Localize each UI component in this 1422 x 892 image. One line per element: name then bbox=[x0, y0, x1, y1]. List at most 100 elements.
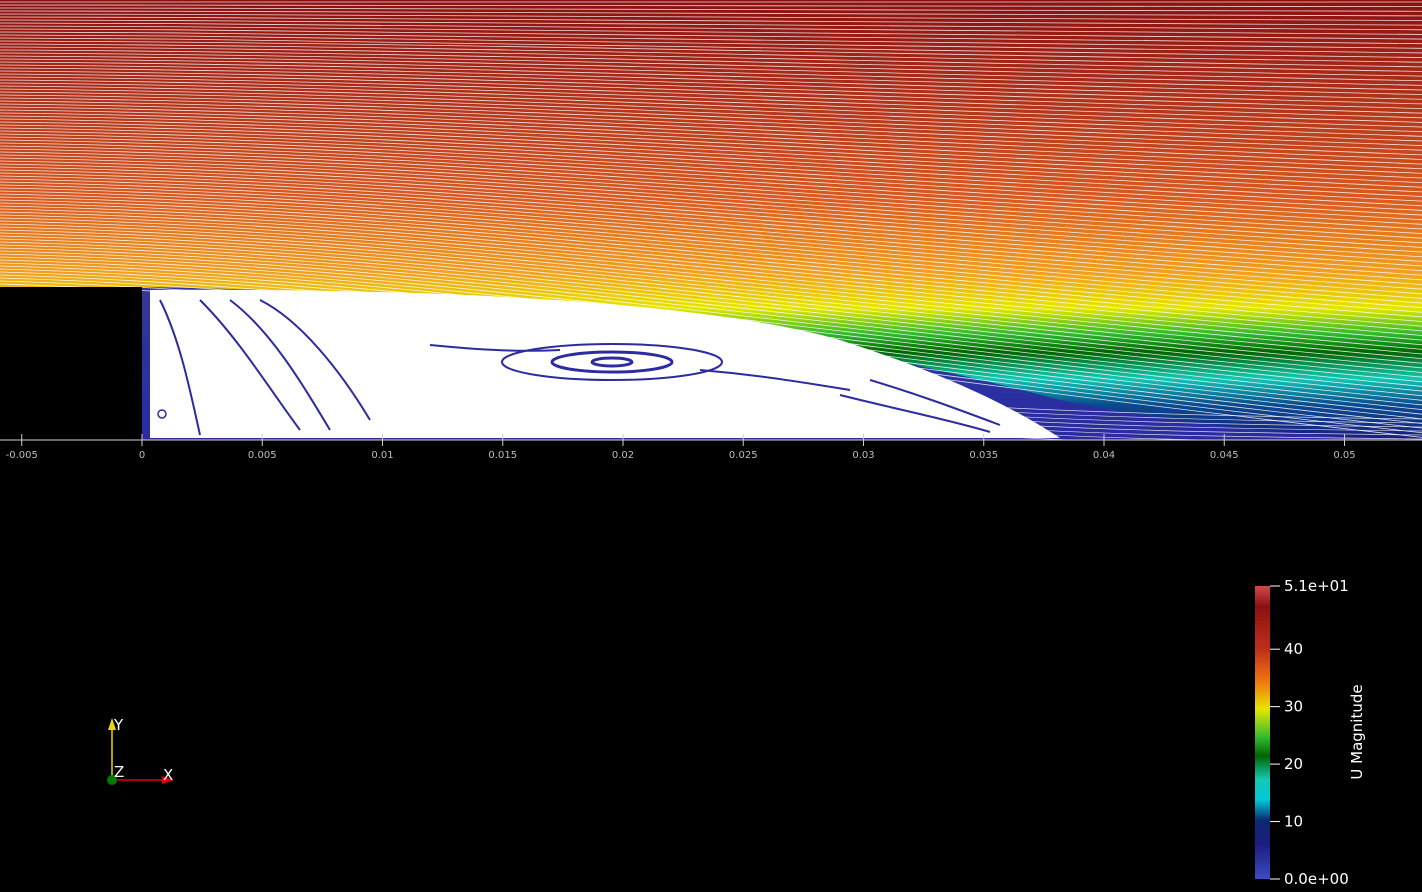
z-axis-dot bbox=[107, 775, 117, 785]
y-axis-arrow-head bbox=[108, 718, 116, 730]
step-block bbox=[0, 287, 142, 440]
x-tick-label: 0.005 bbox=[248, 450, 277, 461]
streamline bbox=[0, 214, 1422, 332]
streamline bbox=[0, 145, 1422, 225]
streamline bbox=[0, 70, 1422, 109]
legend-tick-label: 20 bbox=[1284, 755, 1303, 773]
recirculation-bubble bbox=[150, 289, 1060, 438]
streamline bbox=[0, 178, 1422, 276]
x-tick-label: 0.025 bbox=[729, 450, 758, 461]
streamline bbox=[0, 238, 1422, 369]
streamline bbox=[0, 148, 1422, 230]
color-legend: 40 30 20 10 5.1e+01 0.0e+00 U Magnitude bbox=[1255, 577, 1366, 888]
streamline bbox=[0, 112, 1422, 174]
streamline bbox=[0, 163, 1422, 253]
streamline bbox=[0, 205, 1422, 318]
color-legend-ticks: 40 30 20 10 bbox=[1270, 640, 1303, 831]
z-axis-letter: Z bbox=[114, 763, 124, 781]
streamline bbox=[0, 100, 1422, 156]
streamline bbox=[0, 76, 1422, 119]
x-tick-label: 0.04 bbox=[1093, 450, 1115, 461]
streamline bbox=[0, 124, 1422, 193]
streamline bbox=[0, 169, 1422, 262]
streamline bbox=[0, 208, 1422, 322]
streamline bbox=[0, 196, 1422, 304]
streamline bbox=[0, 187, 1422, 290]
x-tick-label: 0.05 bbox=[1333, 450, 1355, 461]
x-tick-label: 0.035 bbox=[969, 450, 998, 461]
x-tick-label: 0.015 bbox=[488, 450, 517, 461]
x-axis-ticks: -0.01-0.00500.0050.010.0150.020.0250.030… bbox=[6, 434, 1356, 461]
streamline bbox=[0, 172, 1422, 267]
streamline bbox=[0, 160, 1422, 248]
streamline bbox=[0, 253, 1422, 392]
x-tick-label: 0.03 bbox=[852, 450, 874, 461]
streamline bbox=[0, 130, 1422, 202]
streamline bbox=[0, 247, 1422, 383]
vortex-streaks bbox=[153, 299, 1001, 436]
streamline bbox=[0, 229, 1422, 355]
streamline bbox=[0, 10, 1422, 17]
streamline bbox=[0, 88, 1422, 137]
streamline bbox=[0, 241, 1422, 373]
streamline bbox=[0, 244, 1422, 378]
streamline bbox=[0, 151, 1422, 234]
streamline bbox=[0, 118, 1422, 184]
streamline bbox=[0, 217, 1422, 336]
streamline bbox=[0, 199, 1422, 309]
streamline bbox=[0, 82, 1422, 128]
streamline bbox=[0, 94, 1422, 146]
streamline bbox=[0, 139, 1422, 216]
legend-tick-label: 10 bbox=[1284, 813, 1303, 831]
streamline bbox=[0, 16, 1422, 26]
streamline bbox=[0, 67, 1422, 105]
streamline bbox=[0, 250, 1422, 387]
streamline bbox=[0, 154, 1422, 239]
streamline bbox=[0, 220, 1422, 341]
streamline bbox=[0, 232, 1422, 360]
streamline bbox=[0, 79, 1422, 123]
streamline bbox=[0, 58, 1422, 91]
legend-tick-label: 40 bbox=[1284, 640, 1303, 658]
streamline bbox=[0, 4, 1422, 8]
x-tick-label: 0 bbox=[139, 450, 145, 461]
streamline bbox=[0, 190, 1422, 295]
streamline bbox=[0, 85, 1422, 133]
streamline bbox=[0, 136, 1422, 211]
streamline bbox=[0, 91, 1422, 142]
streamline bbox=[0, 46, 1422, 72]
streamline bbox=[0, 142, 1422, 221]
x-tick-label: 0.01 bbox=[371, 450, 393, 461]
legend-min-label: 0.0e+00 bbox=[1284, 870, 1349, 888]
streamline bbox=[0, 211, 1422, 327]
x-tick-label: 0.045 bbox=[1210, 450, 1239, 461]
orientation-axes: Y Z X bbox=[107, 716, 174, 785]
streamline bbox=[0, 133, 1422, 207]
x-axis-letter: X bbox=[163, 766, 173, 784]
streamline bbox=[0, 127, 1422, 197]
streamline bbox=[0, 157, 1422, 244]
y-axis-letter: Y bbox=[113, 716, 124, 734]
streamline bbox=[0, 61, 1422, 96]
streamline bbox=[0, 166, 1422, 258]
streamline bbox=[0, 235, 1422, 364]
streamline bbox=[949, 404, 1422, 420]
streamline bbox=[0, 175, 1422, 272]
color-legend-bar bbox=[1255, 586, 1270, 879]
flow-field bbox=[0, 0, 1422, 440]
x-tick-label: -0.005 bbox=[6, 450, 38, 461]
x-tick-label: 0.02 bbox=[612, 450, 634, 461]
streamline bbox=[0, 97, 1422, 151]
legend-tick-label: 30 bbox=[1284, 698, 1303, 716]
streamline bbox=[0, 106, 1422, 165]
streamline bbox=[0, 184, 1422, 285]
streamline bbox=[0, 43, 1422, 68]
streamline bbox=[0, 64, 1422, 100]
streamline bbox=[0, 115, 1422, 179]
streamline bbox=[0, 40, 1422, 63]
legend-max-label: 5.1e+01 bbox=[1284, 577, 1349, 595]
x-axis: -0.01-0.00500.0050.010.0150.020.0250.030… bbox=[0, 434, 1422, 461]
streamline bbox=[0, 109, 1422, 170]
streamline bbox=[0, 202, 1422, 313]
